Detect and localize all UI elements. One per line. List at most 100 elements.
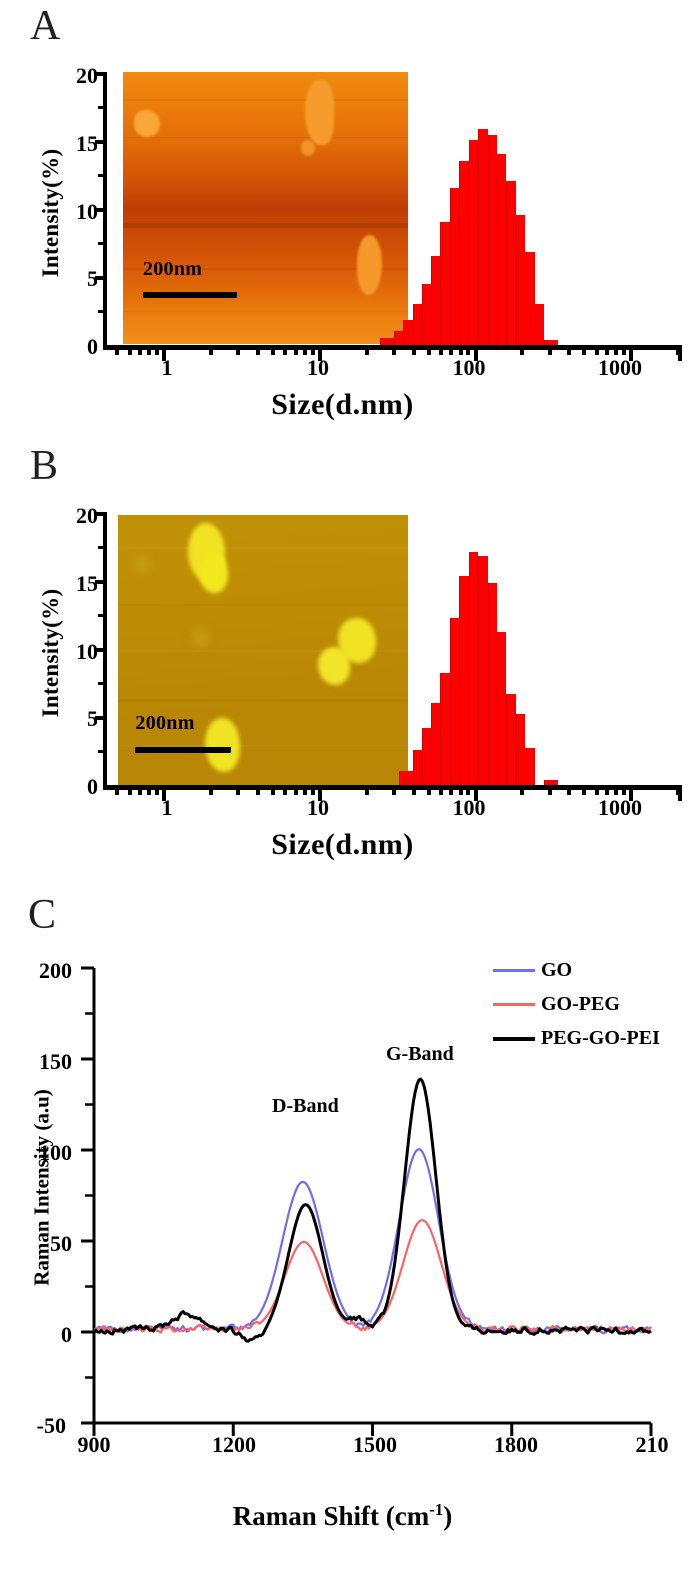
x-tick-minor (567, 345, 572, 355)
panel-a-ytick-mark-15 (95, 140, 107, 144)
histogram-bar (440, 222, 450, 345)
afm-flake (190, 628, 211, 648)
panel-a-ytick-10: 10 (76, 199, 98, 224)
x-tick-major (317, 345, 322, 361)
x-tick-minor (293, 345, 298, 355)
panel-b-x-axis-title: Size(d.nm) (271, 828, 414, 861)
histogram-bar (402, 320, 413, 345)
x-tick-major (473, 785, 478, 801)
panel-b-ytick-15: 15 (76, 571, 98, 596)
histogram-bar (496, 153, 507, 345)
panel-c-ytick-0: 0 (61, 1322, 72, 1347)
x-tick-minor (547, 785, 552, 795)
x-tick-minor (283, 785, 288, 795)
panel-c-xtick-2100: 210 (635, 1432, 669, 1457)
x-tick-minor (392, 345, 397, 355)
panel-b-ytick-mark-20 (95, 512, 107, 516)
x-tick-minor (302, 785, 307, 795)
panel-a-ytick-0: 0 (87, 334, 98, 359)
x-tick-minor (520, 345, 525, 355)
panel-b-x-axis (103, 785, 681, 790)
histogram-bar (393, 331, 403, 345)
x-tick-minor (255, 345, 260, 355)
histogram-bar (544, 339, 558, 345)
legend-item-peg-go-pei: PEG-GO-PEI (493, 1027, 660, 1050)
panel-c-ytick-100: 100 (39, 1140, 72, 1165)
x-tick-minor (147, 345, 152, 355)
panel-a-afm-inset-image: 200nm (123, 72, 408, 344)
panel-a-x-axis (103, 345, 681, 350)
legend-swatch-peg-go-pei (493, 1036, 535, 1041)
panel-a-xtick-1000: 1000 (598, 355, 642, 380)
panel-a-xtick-10: 10 (307, 355, 329, 380)
x-tick-major (629, 785, 634, 801)
histogram-bar (459, 576, 469, 785)
x-axis-title-suffix: ) (443, 1501, 453, 1531)
x-tick-minor (127, 345, 132, 355)
legend-label-go: GO (541, 959, 573, 981)
afm-flake (305, 80, 334, 146)
afm-flake (134, 110, 161, 138)
histogram-bar (487, 582, 497, 785)
afm-flake (356, 235, 383, 296)
panel-b-ytick-mark-10 (95, 648, 107, 652)
x-tick-minor (127, 785, 132, 795)
histogram-bar (431, 256, 441, 345)
panel-a-scalebar-line (142, 292, 237, 299)
panel-b-ytick-20: 20 (76, 503, 98, 528)
x-tick-minor (236, 785, 241, 795)
x-tick-minor (310, 785, 315, 795)
histogram-bar (487, 134, 497, 345)
x-tick-minor (302, 345, 307, 355)
x-axis-title-prefix: Raman Shift (cm (232, 1501, 430, 1531)
panel-a-ytick-mark-20 (95, 72, 107, 76)
panel-a-ytick-minor-17_5 (98, 106, 107, 109)
raman-series-peg-go-pei (92, 1077, 652, 1343)
x-tick-minor (155, 785, 160, 795)
histogram-bar (422, 727, 432, 785)
afm-flake (301, 140, 316, 157)
legend-label-go-peg: GO-PEG (541, 993, 620, 1015)
x-tick-minor (293, 785, 298, 795)
histogram-bar (431, 703, 441, 785)
x-tick-minor (547, 345, 552, 355)
x-tick-minor (582, 345, 587, 355)
x-tick-minor (582, 785, 587, 795)
x-tick-minor (458, 785, 463, 795)
panel-c-xtick-900: 900 (77, 1432, 111, 1457)
histogram-bar (468, 551, 479, 785)
panel-b-ytick-0: 0 (87, 774, 98, 799)
histogram-bar (515, 714, 526, 785)
panel-b-scalebar-label: 200nm (135, 712, 195, 735)
panel-b-ytick-minor-17_5 (98, 546, 107, 549)
panel-b-ytick-minor-12_5 (98, 614, 107, 617)
panel-a: A Intensity(%) 20 15 10 5 0 200nm 1 10 1… (0, 0, 685, 440)
x-tick-minor (426, 345, 431, 355)
x-tick-minor (155, 345, 160, 355)
raman-series-go (93, 1148, 652, 1335)
x-tick-end (678, 785, 682, 801)
x-axis-title-exponent: -1 (429, 1500, 444, 1519)
histogram-bar (449, 618, 460, 785)
histogram-bar (380, 338, 394, 345)
x-tick-minor (458, 345, 463, 355)
x-tick-minor (439, 345, 444, 355)
x-tick-major (162, 345, 167, 361)
panel-b-ytick-10: 10 (76, 639, 98, 664)
x-tick-minor (411, 345, 416, 355)
x-tick-minor (605, 785, 610, 795)
panel-b-letter: B (30, 443, 59, 489)
x-tick-minor (147, 785, 152, 795)
panel-c-ytick-200: 200 (39, 958, 72, 983)
x-tick-minor (426, 785, 431, 795)
histogram-bar (412, 304, 423, 345)
panel-a-letter: A (30, 3, 61, 49)
panel-a-ytick-mark-5 (95, 276, 107, 280)
x-tick-minor (209, 345, 214, 355)
x-tick-minor (283, 345, 288, 355)
panel-b-xtick-1000: 1000 (598, 795, 642, 820)
panel-a-ytick-20: 20 (76, 63, 98, 88)
panel-b-ytick-minor-7_5 (98, 682, 107, 685)
x-tick-minor (594, 345, 599, 355)
histogram-bar (525, 252, 535, 345)
